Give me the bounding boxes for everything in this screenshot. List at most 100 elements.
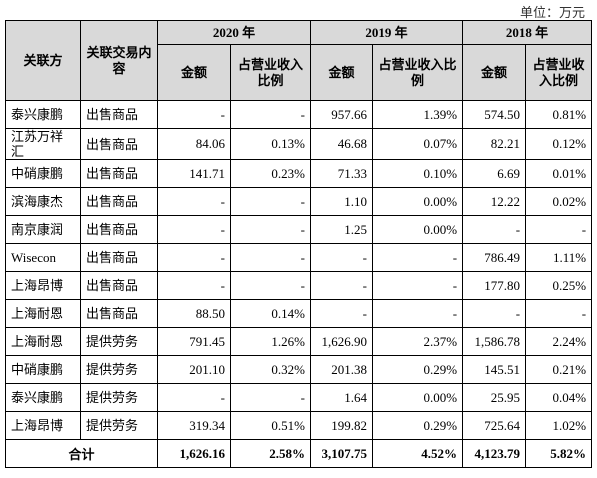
number-cell: 141.71 — [157, 159, 231, 188]
number-cell: 0.01% — [525, 159, 593, 188]
total-cell: 2.58% — [229, 439, 312, 468]
year-header: 2018 年 — [462, 20, 593, 45]
text-cell: 南京康润 — [5, 215, 81, 244]
text-cell: 出售商品 — [80, 128, 158, 160]
table-row: 上海耐恩 出售商品 88.50 0.14% - - - - — [5, 299, 593, 328]
table-row: 江苏万祥汇 出售商品 84.06 0.13% 46.68 0.07% 82.21 0.12% — [5, 128, 593, 160]
ratio-header: 占营业收入比例 — [372, 44, 464, 101]
number-cell: - — [157, 215, 231, 244]
number-cell: - — [229, 271, 312, 300]
number-cell: - — [229, 215, 312, 244]
number-cell: 1.25 — [310, 215, 374, 244]
number-cell: 2.37% — [372, 327, 464, 356]
unit-label: 单位：万元 — [519, 5, 585, 20]
ratio-header: 占营业收入比例 — [525, 44, 593, 101]
number-cell: 1,586.78 — [462, 327, 527, 356]
number-cell: - — [229, 383, 312, 412]
text-cell: 上海耐恩 — [5, 299, 81, 328]
year-header: 2020 年 — [156, 20, 312, 45]
table-row: Wisecon 出售商品 - - - -786.49 1.11% — [5, 243, 593, 272]
number-cell: 1.26% — [229, 327, 312, 356]
number-cell: 2.24% — [525, 327, 593, 356]
amount-header: 金额 — [310, 44, 374, 101]
number-cell: 0.02% — [525, 187, 593, 216]
table-row: 中硝康鹏 出售商品 141.71 0.23% 71.33 0.10% 6.69 0.01% — [5, 159, 593, 188]
text-cell: 泰兴康鹏 — [5, 383, 81, 412]
number-cell: 0.00% — [372, 187, 464, 216]
total-cell: 1,626.16 — [157, 439, 231, 468]
table-row: 中硝康鹏 提供劳务 201.10 0.32% 201.38 0.29% 145.51 0.21… — [5, 355, 593, 384]
number-cell: 0.14% — [229, 299, 312, 328]
year-header: 2019 年 — [310, 20, 464, 45]
number-cell: 1,626.90 — [310, 327, 374, 356]
number-cell: 1.02% — [525, 411, 593, 440]
table-row: 泰兴康鹏 出售商品 - -957.66 1.39% 574.50 0.81% — [5, 100, 593, 129]
amount-header: 金额 — [157, 44, 231, 101]
table-row: 上海昂博 提供劳务 319.34 0.51% 199.82 0.29% 725.64 1.02… — [5, 411, 593, 440]
text-cell: 上海昂博 — [5, 411, 81, 440]
number-cell: 145.51 — [462, 355, 527, 384]
number-cell: - — [157, 243, 231, 272]
number-cell: 0.00% — [372, 383, 464, 412]
number-cell: 0.13% — [229, 128, 312, 160]
text-cell: 出售商品 — [80, 215, 158, 244]
table-row: 上海耐恩 提供劳务 791.45 1.26% 1,626.90 2.37% 1,586.78… — [5, 327, 593, 356]
text-cell: 提供劳务 — [80, 383, 158, 412]
number-cell: 0.81% — [525, 100, 593, 129]
number-cell: 0.12% — [525, 128, 593, 160]
number-cell: - — [372, 243, 464, 272]
number-cell: - — [157, 271, 231, 300]
number-cell: 71.33 — [310, 159, 374, 188]
total-cell: 4.52% — [372, 439, 464, 468]
number-cell: - — [229, 187, 312, 216]
total-label: 合计 — [5, 439, 158, 468]
header-cell: 关联交易内容 — [80, 20, 158, 101]
table: 关联方 关联交易内容 2020 年 2019 年 2018 年 金额 占营业收入比例金… — [5, 20, 593, 468]
number-cell: 177.80 — [462, 271, 527, 300]
number-cell: 0.29% — [372, 355, 464, 384]
total-cell: 4,123.79 — [462, 439, 527, 468]
number-cell: 1.10 — [310, 187, 374, 216]
number-cell: - — [310, 299, 374, 328]
text-cell: 提供劳务 — [80, 327, 158, 356]
number-cell: 0.04% — [525, 383, 593, 412]
number-cell: 0.29% — [372, 411, 464, 440]
text-cell: Wisecon — [5, 243, 81, 272]
number-cell: 0.23% — [229, 159, 312, 188]
number-cell: - — [157, 383, 231, 412]
number-cell: 46.68 — [310, 128, 374, 160]
table-row: 上海昂博 出售商品 - - - -177.80 0.25% — [5, 271, 593, 300]
ratio-header: 占营业收入比例 — [229, 44, 312, 101]
table-header: 关联方 关联交易内容 2020 年 2019 年 2018 年 金额 占营业收入比例金… — [5, 20, 593, 101]
number-cell: 957.66 — [310, 100, 374, 129]
number-cell: 84.06 — [157, 128, 231, 160]
number-cell: 82.21 — [462, 128, 527, 160]
text-cell: 出售商品 — [80, 271, 158, 300]
number-cell: - — [310, 271, 374, 300]
total-cell: 3,107.75 — [310, 439, 374, 468]
text-cell: 出售商品 — [80, 159, 158, 188]
number-cell: - — [157, 100, 231, 129]
number-cell: 25.95 — [462, 383, 527, 412]
number-cell: 0.21% — [525, 355, 593, 384]
number-cell: 0.51% — [229, 411, 312, 440]
number-cell: 1.11% — [525, 243, 593, 272]
number-cell: 0.32% — [229, 355, 312, 384]
number-cell: 574.50 — [462, 100, 527, 129]
number-cell: 0.10% — [372, 159, 464, 188]
number-cell: 6.69 — [462, 159, 527, 188]
number-cell: 0.00% — [372, 215, 464, 244]
number-cell: - — [372, 299, 464, 328]
table-row: 南京康润 出售商品 - -1.25 0.00% - - — [5, 215, 593, 244]
text-cell: 滨海康杰 — [5, 187, 81, 216]
number-cell: - — [462, 299, 527, 328]
total-cell: 5.82% — [525, 439, 593, 468]
number-cell: 88.50 — [157, 299, 231, 328]
number-cell: - — [525, 215, 593, 244]
amount-header: 金额 — [462, 44, 527, 101]
text-cell: 提供劳务 — [80, 411, 158, 440]
number-cell: 786.49 — [462, 243, 527, 272]
number-cell: 199.82 — [310, 411, 374, 440]
total-row: 合计 1,626.16 2.58% 3,107.75 4.52% 4,123.79 5.82… — [5, 439, 593, 468]
text-cell: 上海昂博 — [5, 271, 81, 300]
